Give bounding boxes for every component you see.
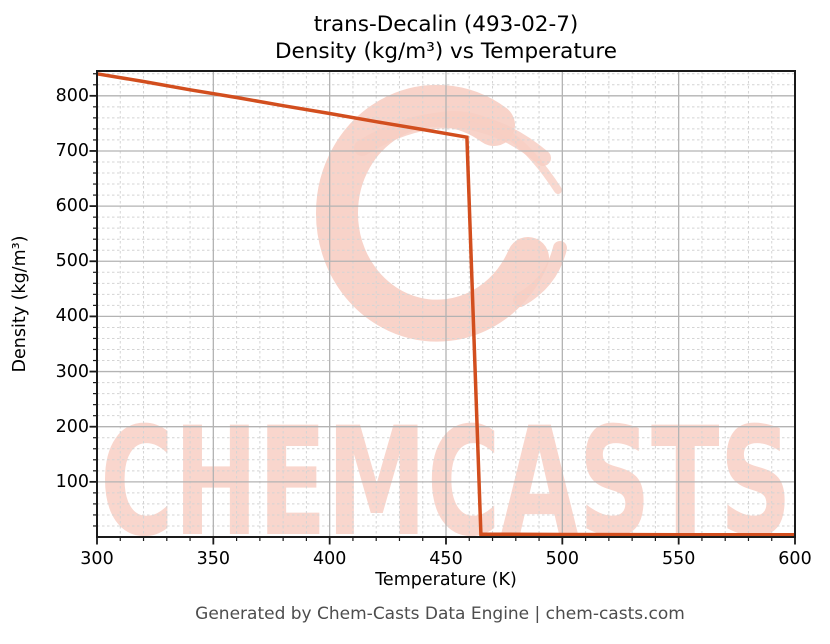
x-tick-label: 300 <box>80 549 114 569</box>
x-tick-label: 500 <box>545 549 580 569</box>
y-tick-label: 200 <box>55 416 89 437</box>
x-tick-label: 350 <box>196 549 231 569</box>
major-gridlines <box>97 71 795 537</box>
chart-title: trans-Decalin (493-02-7) Density (kg/m³)… <box>97 11 795 65</box>
y-tick-label: 100 <box>55 471 89 492</box>
y-tick-label: 500 <box>55 251 89 272</box>
chart-title-line-2: Density (kg/m³) vs Temperature <box>274 39 618 64</box>
watermark-logo-icon <box>315 84 567 342</box>
x-tick-label: 450 <box>429 549 463 569</box>
y-axis-label: Density (kg/m³) <box>10 235 30 373</box>
x-tick-label: 600 <box>778 549 812 569</box>
x-tick-label: 550 <box>661 549 696 569</box>
x-axis-label: Temperature (K) <box>375 570 517 590</box>
y-tick-label: 300 <box>55 361 89 382</box>
footer-credit: Generated by Chem-Casts Data Engine | ch… <box>195 604 685 624</box>
x-tick-label: 400 <box>312 549 347 569</box>
y-tick-label: 600 <box>55 196 89 217</box>
y-tick-label: 700 <box>55 140 89 161</box>
y-tick-label: 400 <box>55 306 89 327</box>
density-line <box>96 72 796 537</box>
chart-title-line-1: trans-Decalin (493-02-7) <box>313 12 579 37</box>
plot-spines <box>96 70 796 538</box>
y-tick-label: 800 <box>55 85 89 106</box>
